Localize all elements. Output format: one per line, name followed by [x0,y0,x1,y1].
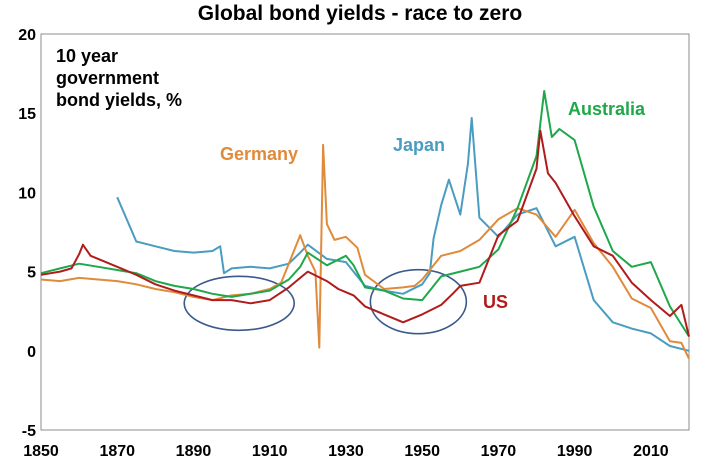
label-germany: Germany [220,144,298,164]
series-layer [40,90,690,360]
plot-area-frame [40,33,690,431]
x-tick-label: 1850 [23,443,59,460]
annotation-line-2: government [56,68,159,88]
series-line-japan [116,117,690,352]
y-tick-label: -5 [22,423,36,440]
series-label-layer: Germany Japan Australia US [220,99,646,312]
highlight-ellipses [183,268,468,335]
annotation-line-1: 10 year [56,46,118,66]
label-australia: Australia [568,99,646,119]
x-tick-label: 1950 [404,443,440,460]
axis-layer: 20 15 10 5 0 -5 1850 1870 1890 1910 1930 1950 1970 19… [18,27,669,460]
annotation-layer: 10 year government bond yields, % [56,46,182,110]
label-japan: Japan [393,135,445,155]
label-us: US [483,292,508,312]
x-tick-label: 1990 [557,443,593,460]
series-line-us [40,129,690,337]
y-tick-label: 20 [18,27,36,44]
chart-title: Global bond yields - race to zero [197,2,523,25]
x-tick-label: 2010 [633,443,669,460]
y-tick-label: 15 [18,106,36,123]
x-tick-label: 1970 [481,443,517,460]
y-tick-label: 0 [27,344,36,361]
series-line-australia [40,90,690,338]
highlight-ellipse-1 [183,275,296,332]
series-line-germany [40,143,690,360]
y-tick-label: 5 [27,265,36,282]
x-tick-label: 1930 [328,443,364,460]
x-tick-label: 1910 [252,443,288,460]
y-tick-label: 10 [18,185,36,202]
annotation-line-3: bond yields, % [56,90,182,110]
x-tick-label: 1890 [176,443,212,460]
highlight-ellipse-2 [369,268,468,335]
x-tick-label: 1870 [99,443,135,460]
